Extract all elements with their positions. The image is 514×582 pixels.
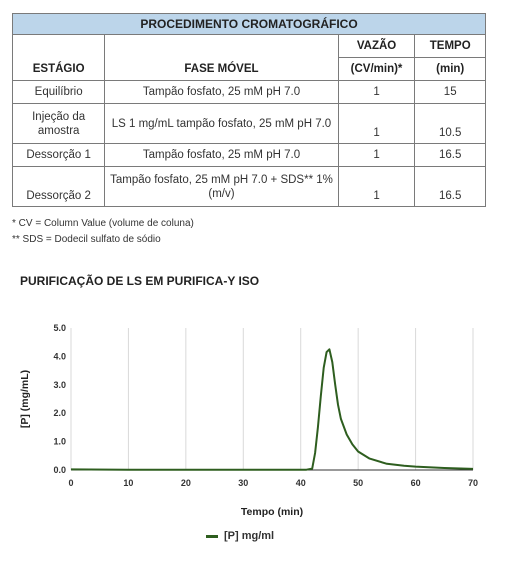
x-tick-label: 70: [468, 478, 478, 488]
legend-label: [P] mg/ml: [224, 530, 275, 542]
flow-cell: 1: [337, 80, 416, 104]
phase-cell: Tampão fosfato, 25 mM pH 7.0 + SDS** 1% …: [104, 166, 339, 207]
time-cell: 16.5: [414, 166, 486, 207]
phase-cell: LS 1 mg/mL tampão fosfato, 25 mM pH 7.0: [104, 103, 339, 144]
chart-grid: [70, 328, 474, 470]
y-tick-label: 0.0: [53, 465, 66, 475]
y-tick-label: 1.0: [53, 437, 66, 447]
stage-header: ESTÁGIO: [11, 57, 106, 81]
table-footnotes: * CV = Column Value (volume de coluna) *…: [12, 216, 194, 248]
time-header-top: TEMPO: [414, 34, 486, 58]
table-title: PROCEDIMENTO CROMATOGRÁFICO: [12, 13, 486, 35]
footnote-sds: ** SDS = Dodecil sulfato de sódio: [12, 234, 161, 245]
stage-cell: Injeção da amostra: [11, 103, 106, 144]
time-cell: 16.5: [414, 143, 486, 167]
phase-cell: Tampão fosfato, 25 mM pH 7.0: [104, 143, 339, 167]
legend-swatch: [206, 534, 218, 538]
table-row: Injeção da amostra LS 1 mg/mL tampão fos…: [11, 103, 486, 144]
flow-cell: 1: [337, 166, 416, 207]
mobile-phase-header: FASE MÓVEL: [104, 57, 339, 81]
stage-cell: Dessorção 2: [11, 166, 106, 207]
x-tick-label: 30: [238, 478, 248, 488]
y-tick-label: 5.0: [53, 323, 66, 333]
line-chart: 0.0 1.0 2.0 3.0 4.0 5.0 0 10 20 30 40 50 60 70 Tempo…: [19, 323, 478, 518]
stage-cell: Equilíbrio: [11, 80, 106, 104]
y-tick-label: 2.0: [53, 408, 66, 418]
table-row: Dessorção 2 Tampão fosfato, 25 mM pH 7.0…: [11, 166, 486, 207]
flow-header-top: VAZÃO: [337, 34, 416, 58]
x-tick-label: 50: [353, 478, 363, 488]
time-header-unit: (min): [414, 57, 486, 81]
x-tick-label: 60: [411, 478, 421, 488]
chart-title: PURIFICAÇÃO DE LS EM PURIFICA-Y ISO: [20, 274, 260, 288]
table-row: Equilíbrio Tampão fosfato, 25 mM pH 7.0 …: [11, 80, 486, 104]
x-tick-label: 20: [181, 478, 191, 488]
flow-cell: 1: [337, 103, 416, 144]
x-axis-ticks: 0 10 20 30 40 50 60 70: [68, 478, 478, 488]
chromatographic-procedure-table: PROCEDIMENTO CROMATOGRÁFICO VAZÃO TEMPO …: [11, 13, 486, 207]
flow-header-unit: (CV/min)*: [337, 57, 416, 81]
x-tick-label: 0: [68, 478, 73, 488]
y-axis-label: [P] (mg/mL): [19, 370, 31, 428]
footnote-cv: * CV = Column Value (volume de coluna): [12, 218, 194, 229]
phase-cell: Tampão fosfato, 25 mM pH 7.0: [104, 80, 339, 104]
time-cell: 15: [414, 80, 486, 104]
table-row: Dessorção 1 Tampão fosfato, 25 mM pH 7.0…: [11, 143, 486, 167]
y-tick-label: 4.0: [53, 351, 66, 361]
series-line-p-mg-ml: [70, 348, 474, 471]
y-tick-label: 3.0: [53, 380, 66, 390]
chart-legend: [P] mg/ml: [206, 530, 274, 542]
x-tick-label: 40: [296, 478, 306, 488]
time-cell: 10.5: [414, 103, 486, 144]
x-axis-label: Tempo (min): [241, 506, 303, 518]
mobile-phase-header-top: [104, 34, 339, 58]
y-axis-ticks: 0.0 1.0 2.0 3.0 4.0 5.0: [53, 323, 66, 475]
flow-cell: 1: [337, 143, 416, 167]
stage-cell: Dessorção 1: [11, 143, 106, 167]
stage-header-top: [11, 34, 106, 58]
x-tick-label: 10: [123, 478, 133, 488]
